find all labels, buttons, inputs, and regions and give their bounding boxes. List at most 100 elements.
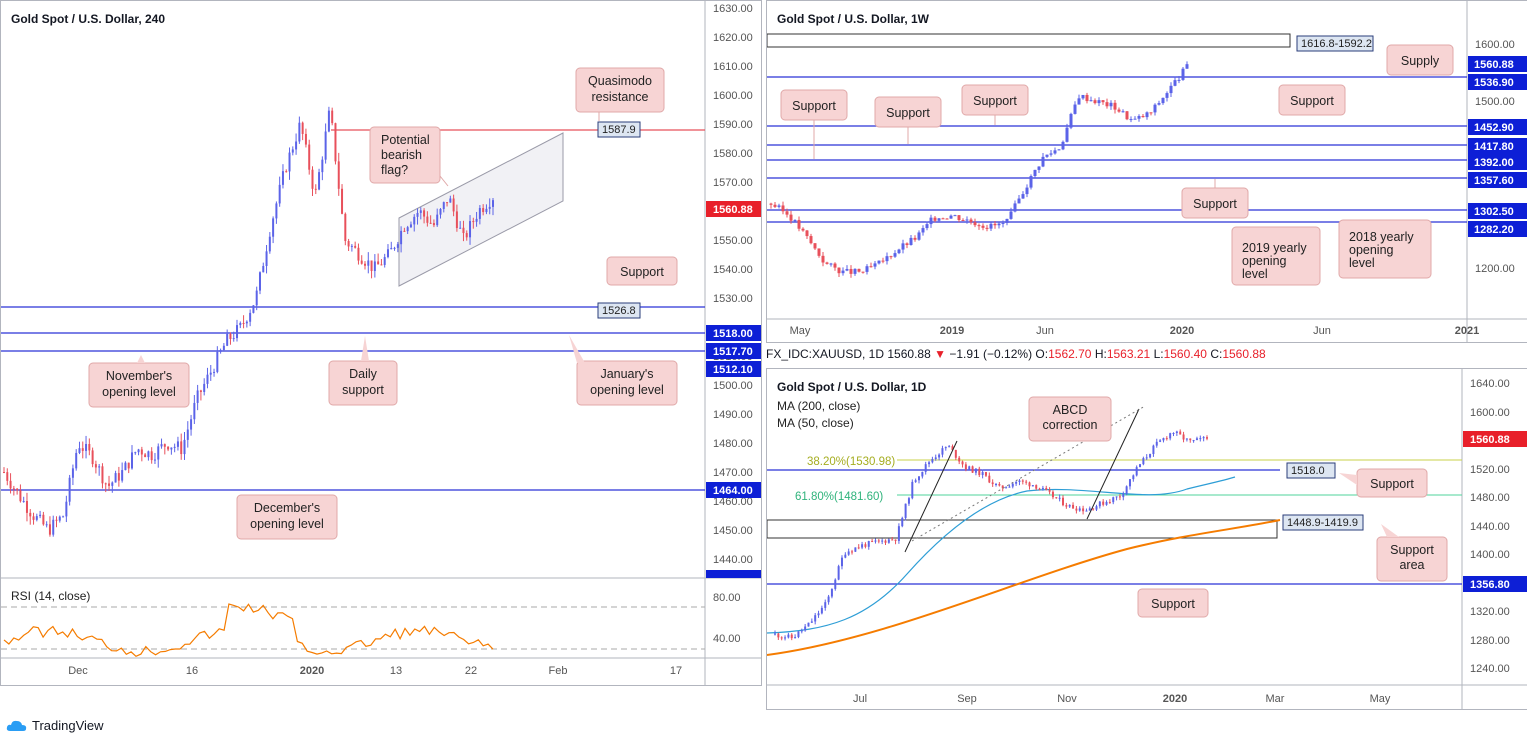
candle-body bbox=[78, 448, 81, 453]
svg-text:Support: Support bbox=[1151, 597, 1195, 611]
candle-body bbox=[291, 149, 294, 153]
chart-weekly-svg[interactable]: 1600.00 1500.00 1200.00 May 2019 Jun 2020 Jun 2… bbox=[767, 1, 1527, 342]
svg-text:opening: opening bbox=[1349, 243, 1394, 257]
axis-tick: 1280.00 bbox=[1470, 635, 1510, 647]
svg-text:1448.9-1419.9: 1448.9-1419.9 bbox=[1287, 517, 1358, 529]
chart-240-svg[interactable]: 1630.00 1620.00 1610.00 1600.00 1590.00 1580.… bbox=[1, 1, 761, 685]
candle-body bbox=[817, 248, 821, 256]
candle-body bbox=[331, 110, 334, 124]
candle-body bbox=[6, 472, 9, 481]
candle-body bbox=[364, 263, 367, 266]
candle-body bbox=[117, 473, 120, 481]
candle-body bbox=[203, 383, 206, 392]
candle-body bbox=[918, 476, 920, 481]
candle-body bbox=[769, 203, 773, 205]
tag-1464: 1464.00 bbox=[706, 482, 761, 498]
candle-body bbox=[851, 551, 854, 553]
candle-body bbox=[1199, 438, 1202, 440]
support-label-w2: Support bbox=[874, 96, 942, 144]
candle-body bbox=[797, 631, 800, 638]
axis-tick: 1640.00 bbox=[1470, 378, 1510, 390]
candle-body bbox=[1068, 504, 1071, 507]
candle-body bbox=[793, 219, 797, 221]
candle-body bbox=[991, 482, 994, 485]
candle-body bbox=[199, 390, 202, 392]
support-label-d2: Support bbox=[1137, 588, 1209, 618]
candle-body bbox=[242, 322, 245, 324]
candle-body bbox=[777, 205, 781, 207]
candle-body bbox=[272, 218, 275, 237]
candle-body bbox=[1055, 497, 1058, 499]
candle-body bbox=[1153, 104, 1157, 113]
candle-body bbox=[321, 159, 324, 173]
fib-38-label: 38.20%(1530.98) bbox=[807, 456, 895, 468]
chart-daily-svg[interactable]: 1640.00 1600.00 1520.00 1480.00 1440.00 1400.… bbox=[767, 369, 1527, 709]
candle-body bbox=[864, 544, 867, 547]
candle-body bbox=[1128, 479, 1131, 487]
candle-body bbox=[1125, 111, 1129, 120]
candle-body bbox=[42, 514, 45, 525]
candle-body bbox=[1185, 438, 1188, 440]
candle-body bbox=[781, 205, 785, 212]
axis-tick: 1590.00 bbox=[713, 119, 753, 131]
candle-body bbox=[958, 457, 961, 462]
svg-text:opening level: opening level bbox=[590, 383, 664, 397]
axis-tick: 1610.00 bbox=[713, 61, 753, 73]
candle-body bbox=[396, 244, 399, 248]
candle-body bbox=[794, 637, 797, 639]
candle-body bbox=[854, 547, 857, 552]
axis-tick: 2021 bbox=[1455, 325, 1479, 337]
candle-body bbox=[153, 459, 156, 461]
candle-body bbox=[285, 171, 288, 173]
candle-body bbox=[144, 454, 147, 458]
candle-body bbox=[911, 481, 914, 499]
ma50-line bbox=[767, 476, 1236, 634]
svg-text:bearish: bearish bbox=[381, 148, 422, 162]
candle-body bbox=[121, 470, 124, 481]
axis-tick: 1480.00 bbox=[1470, 492, 1510, 504]
candle-body bbox=[800, 630, 803, 632]
candle-body bbox=[160, 444, 163, 447]
candle-body bbox=[1065, 127, 1069, 142]
candle-body bbox=[390, 247, 393, 250]
tradingview-brand[interactable]: TradingView bbox=[6, 718, 104, 733]
support-label-w4: Support bbox=[1278, 84, 1346, 116]
candle-body bbox=[1102, 501, 1105, 505]
candle-body bbox=[1175, 431, 1178, 433]
candle-body bbox=[929, 217, 933, 225]
fib-61-label: 61.80%(1481.60) bbox=[795, 491, 883, 503]
ma200-line bbox=[767, 519, 1281, 656]
chart-panel-daily[interactable]: 1640.00 1600.00 1520.00 1480.00 1440.00 1400.… bbox=[766, 368, 1527, 710]
candle-body bbox=[318, 172, 321, 190]
candle-body bbox=[827, 596, 830, 603]
candle-body bbox=[239, 322, 242, 326]
candle-body bbox=[45, 524, 48, 526]
candle-body bbox=[867, 541, 870, 547]
chart-panel-240[interactable]: 1630.00 1620.00 1610.00 1600.00 1590.00 1580.… bbox=[0, 0, 762, 686]
chart-panel-weekly[interactable]: 1600.00 1500.00 1200.00 May 2019 Jun 2020 Jun 2… bbox=[766, 0, 1527, 343]
candle-body bbox=[1141, 116, 1145, 118]
candle-body bbox=[1105, 501, 1108, 505]
candle-body bbox=[834, 579, 837, 589]
candle-body bbox=[1078, 508, 1081, 511]
chart-title: Gold Spot / U.S. Dollar, 240 bbox=[11, 12, 165, 26]
candle-body bbox=[48, 524, 51, 535]
candle-body bbox=[35, 516, 38, 520]
candle-body bbox=[840, 557, 843, 567]
candle-body bbox=[9, 480, 12, 489]
axis-tick: 1470.00 bbox=[713, 467, 753, 479]
candle-body bbox=[1073, 104, 1077, 114]
candle-body bbox=[98, 466, 101, 468]
svg-text:support: support bbox=[342, 383, 384, 397]
svg-text:opening: opening bbox=[1242, 254, 1287, 268]
candle-body bbox=[55, 519, 58, 521]
candle-body bbox=[889, 256, 893, 258]
candle-body bbox=[948, 446, 951, 448]
candle-body bbox=[965, 219, 969, 221]
svg-text:1302.50: 1302.50 bbox=[1474, 206, 1514, 218]
candles-weekly bbox=[769, 61, 1189, 278]
candle-body bbox=[1169, 85, 1173, 94]
rsi-title: RSI (14, close) bbox=[11, 589, 90, 603]
axis-tick: 1620.00 bbox=[713, 32, 753, 44]
candle-body bbox=[134, 452, 137, 454]
